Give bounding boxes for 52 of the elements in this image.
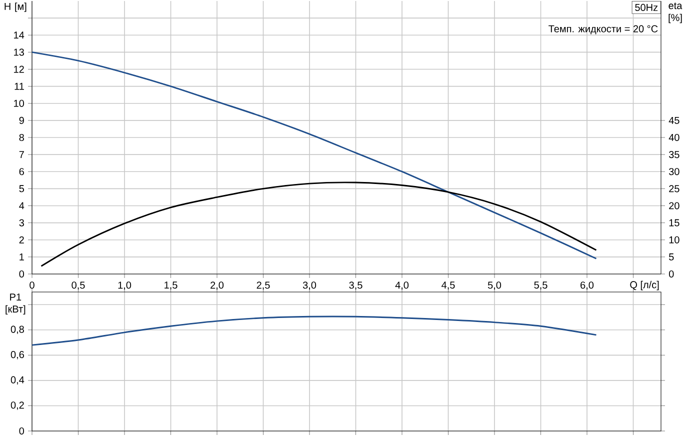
line-series bbox=[32, 316, 597, 346]
line-series bbox=[32, 51, 597, 260]
y-tick-label: 6 bbox=[19, 168, 24, 176]
y2-tick-label: 35 bbox=[668, 151, 680, 158]
y2-tick-label: 0 bbox=[668, 270, 674, 278]
y-tick-label: 13 bbox=[14, 48, 24, 56]
y2-tick-label: 30 bbox=[668, 168, 680, 176]
x-tick-label: 4,5 bbox=[442, 282, 455, 290]
annotation: Темп. жидкости = 20 °C bbox=[548, 25, 658, 34]
y-tick-label: 14 bbox=[14, 32, 24, 39]
y-tick-label: 0,2 bbox=[10, 402, 24, 410]
y2-tick-label: 45 bbox=[668, 116, 680, 124]
x-tick-label: 0 bbox=[30, 282, 34, 289]
y-tick-label: 2 bbox=[19, 236, 24, 244]
y-axis-title: P1 [кВт] bbox=[6, 294, 26, 315]
y2-tick-label: 15 bbox=[669, 219, 680, 226]
x-tick-label: 1,5 bbox=[164, 282, 178, 290]
y-tick-label: 4 bbox=[19, 202, 24, 210]
x-tick-label: 5,0 bbox=[488, 282, 502, 290]
y-tick-label: 0 bbox=[19, 270, 24, 278]
y-tick-label: 3 bbox=[19, 219, 24, 226]
y-tick-label: 7 bbox=[19, 151, 24, 158]
y-tick-label: 10 bbox=[14, 100, 24, 107]
y2-tick-label: 10 bbox=[669, 236, 680, 244]
y-tick-label: 12 bbox=[14, 66, 24, 73]
x-tick-label: 2,5 bbox=[256, 282, 270, 290]
y-tick-label: 8 bbox=[19, 134, 24, 142]
y2-tick-label: 5 bbox=[668, 253, 674, 260]
x-axis-title: Q [л/с] bbox=[630, 280, 659, 290]
y-tick-label: 5 bbox=[19, 185, 24, 192]
x-tick-label: 0,5 bbox=[72, 282, 85, 290]
y2-axis-title: eta [%] bbox=[668, 2, 682, 24]
y-tick-label: 0,4 bbox=[10, 376, 24, 385]
y-tick-label: 0,6 bbox=[10, 351, 24, 360]
annotation: 50Hz bbox=[635, 4, 658, 12]
y2-tick-label: 25 bbox=[669, 185, 680, 192]
y-tick-label: 11 bbox=[14, 82, 24, 90]
x-tick-label: 3,0 bbox=[302, 282, 316, 290]
y-tick-label: 1 bbox=[20, 253, 24, 260]
y-axis-title: H [м] bbox=[4, 2, 26, 12]
y-tick-label: 0 bbox=[19, 427, 24, 435]
x-tick-label: 3,5 bbox=[349, 282, 362, 290]
x-tick-label: 1,0 bbox=[118, 282, 132, 290]
y2-tick-label: 20 bbox=[669, 202, 680, 210]
y-tick-label: 0,8 bbox=[10, 326, 24, 334]
x-tick-label: 5,5 bbox=[534, 282, 548, 290]
y2-tick-label: 40 bbox=[668, 134, 680, 142]
x-tick-label: 4,0 bbox=[395, 282, 409, 290]
line-series bbox=[40, 182, 597, 267]
y-tick-label: 9 bbox=[19, 116, 24, 124]
x-tick-label: 2,0 bbox=[210, 282, 224, 290]
x-tick-label: 6,0 bbox=[580, 282, 594, 290]
